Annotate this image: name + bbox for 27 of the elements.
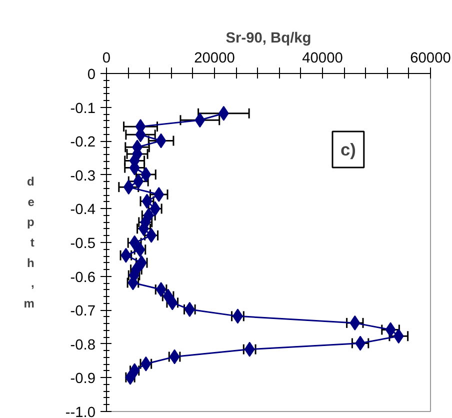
- y-tick-label: -0.1: [70, 100, 96, 117]
- point: [140, 167, 152, 182]
- point: [393, 328, 404, 344]
- x-tick-label: 40000: [302, 50, 343, 66]
- point: [133, 174, 144, 189]
- y-tick-label: -0.6: [70, 270, 96, 286]
- y-tick-label: --1.0: [65, 405, 96, 418]
- y-tick-label: -0.7: [70, 304, 96, 320]
- point: [350, 315, 360, 330]
- y-axis-title: depth, m: [24, 174, 35, 310]
- x-tick-label: 0: [102, 50, 111, 66]
- y-tick-label: 0: [87, 67, 96, 83]
- point: [156, 133, 166, 148]
- point: [123, 180, 134, 195]
- x-axis-title: Sr-90, Bq/kg: [226, 30, 312, 46]
- y-tick-label: -0.8: [70, 337, 96, 354]
- y-tick-label: -0.4: [70, 202, 96, 218]
- x-tick-label: 60000: [410, 50, 451, 66]
- y-tick-label: -0.3: [70, 168, 96, 184]
- y-tick-label: -0.2: [70, 134, 96, 151]
- point: [194, 112, 206, 128]
- annotation: c): [340, 140, 356, 160]
- y-tick-label: -0.9: [70, 371, 96, 388]
- point: [385, 322, 396, 338]
- y-tick-label: -0.5: [70, 236, 96, 252]
- point: [154, 187, 164, 202]
- x-tick-label: 20000: [194, 50, 235, 66]
